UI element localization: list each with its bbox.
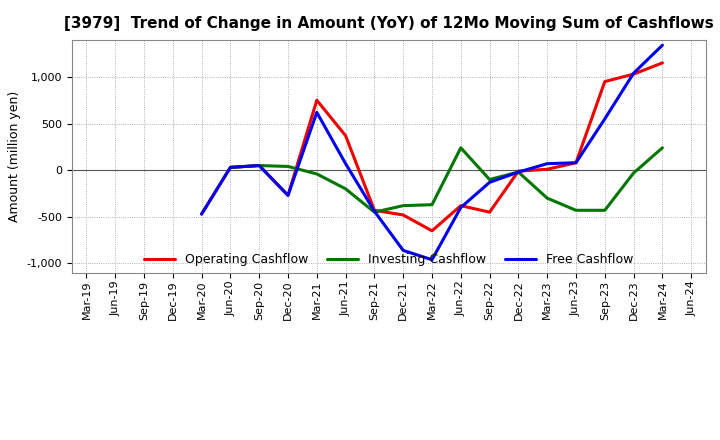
Operating Cashflow bbox=[572, 160, 580, 165]
Title: [3979]  Trend of Change in Amount (YoY) of 12Mo Moving Sum of Cashflows: [3979] Trend of Change in Amount (YoY) o… bbox=[64, 16, 714, 32]
Operating Cashflow bbox=[284, 193, 292, 198]
Operating Cashflow bbox=[428, 228, 436, 234]
Legend: Operating Cashflow, Investing Cashflow, Free Cashflow: Operating Cashflow, Investing Cashflow, … bbox=[139, 248, 639, 271]
Free Cashflow bbox=[370, 209, 379, 214]
Investing Cashflow bbox=[312, 171, 321, 176]
Operating Cashflow bbox=[456, 203, 465, 208]
Operating Cashflow bbox=[658, 60, 667, 66]
Free Cashflow bbox=[255, 163, 264, 168]
Line: Investing Cashflow: Investing Cashflow bbox=[230, 148, 662, 212]
Operating Cashflow bbox=[399, 213, 408, 218]
Free Cashflow bbox=[514, 169, 523, 175]
Free Cashflow bbox=[341, 161, 350, 166]
Operating Cashflow bbox=[255, 163, 264, 168]
Line: Operating Cashflow: Operating Cashflow bbox=[202, 63, 662, 231]
Free Cashflow bbox=[485, 180, 494, 185]
Free Cashflow bbox=[600, 116, 609, 121]
Investing Cashflow bbox=[255, 163, 264, 168]
Investing Cashflow bbox=[428, 202, 436, 207]
Free Cashflow bbox=[543, 161, 552, 166]
Investing Cashflow bbox=[370, 209, 379, 215]
Free Cashflow bbox=[312, 110, 321, 115]
Line: Free Cashflow: Free Cashflow bbox=[202, 45, 662, 260]
Operating Cashflow bbox=[485, 209, 494, 215]
Investing Cashflow bbox=[514, 169, 523, 175]
Investing Cashflow bbox=[284, 164, 292, 169]
Investing Cashflow bbox=[226, 165, 235, 170]
Operating Cashflow bbox=[514, 169, 523, 174]
Free Cashflow bbox=[197, 211, 206, 216]
Y-axis label: Amount (million yen): Amount (million yen) bbox=[8, 91, 21, 222]
Investing Cashflow bbox=[629, 170, 638, 176]
Free Cashflow bbox=[572, 160, 580, 165]
Investing Cashflow bbox=[658, 145, 667, 150]
Investing Cashflow bbox=[485, 177, 494, 182]
Investing Cashflow bbox=[543, 195, 552, 201]
Free Cashflow bbox=[456, 205, 465, 210]
Investing Cashflow bbox=[399, 203, 408, 208]
Investing Cashflow bbox=[456, 145, 465, 150]
Operating Cashflow bbox=[370, 208, 379, 213]
Free Cashflow bbox=[399, 248, 408, 253]
Free Cashflow bbox=[226, 165, 235, 170]
Free Cashflow bbox=[658, 43, 667, 48]
Operating Cashflow bbox=[600, 79, 609, 84]
Operating Cashflow bbox=[226, 165, 235, 170]
Investing Cashflow bbox=[572, 208, 580, 213]
Operating Cashflow bbox=[197, 211, 206, 216]
Operating Cashflow bbox=[543, 167, 552, 172]
Investing Cashflow bbox=[600, 208, 609, 213]
Operating Cashflow bbox=[312, 98, 321, 103]
Free Cashflow bbox=[629, 70, 638, 76]
Investing Cashflow bbox=[341, 186, 350, 191]
Operating Cashflow bbox=[341, 133, 350, 138]
Operating Cashflow bbox=[629, 71, 638, 77]
Free Cashflow bbox=[284, 193, 292, 198]
Free Cashflow bbox=[428, 257, 436, 262]
